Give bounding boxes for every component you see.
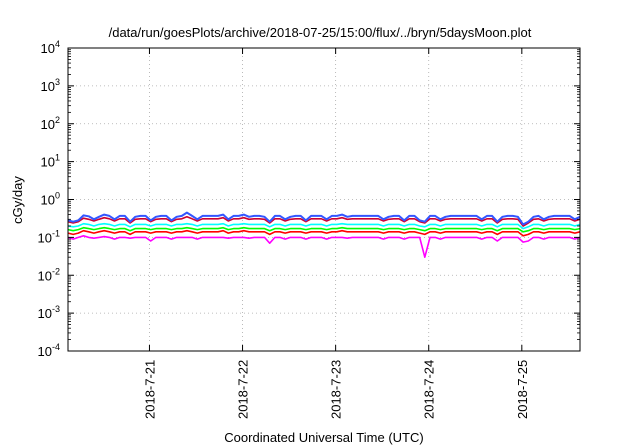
series-line-6 [67, 211, 581, 226]
x-tick-label: 2018-7-23 [329, 360, 344, 419]
series-line-3 [67, 226, 581, 233]
y-tick-label: 103 [41, 77, 60, 94]
y-tick-label: 10-4 [38, 342, 60, 359]
y-tick-label: 101 [41, 153, 60, 170]
series-line-5 [67, 216, 581, 227]
series-line-2 [67, 229, 581, 237]
x-tick-label: 2018-7-24 [422, 360, 437, 419]
y-tick-label: 10-2 [38, 266, 60, 283]
series-layer [67, 211, 581, 259]
y-tick-label: 104 [41, 39, 60, 56]
series-line-4 [67, 222, 581, 230]
x-tick-label: 2018-7-25 [515, 360, 530, 419]
x-axis: 2018-7-21 2018-7-22 2018-7-23 2018-7-24 2018… [142, 48, 530, 419]
y-axis-label: cGy/day [10, 176, 25, 224]
y-tick-label: 100 [41, 191, 60, 208]
y-tick-label: 102 [41, 115, 60, 132]
y-axis: 10-4 10-3 10-2 10-1 100 101 102 103 104 [38, 39, 580, 359]
x-axis-label: Coordinated Universal Time (UTC) [224, 430, 423, 445]
x-tick-label: 2018-7-21 [142, 360, 157, 419]
chart-title: /data/run/goesPlots/archive/2018-07-25/1… [109, 25, 532, 40]
x-tick-label: 2018-7-22 [236, 360, 251, 419]
grid [68, 48, 580, 351]
y-tick-label: 10-1 [38, 228, 60, 245]
y-tick-label: 10-3 [38, 304, 60, 321]
series-line-1 [67, 235, 581, 259]
